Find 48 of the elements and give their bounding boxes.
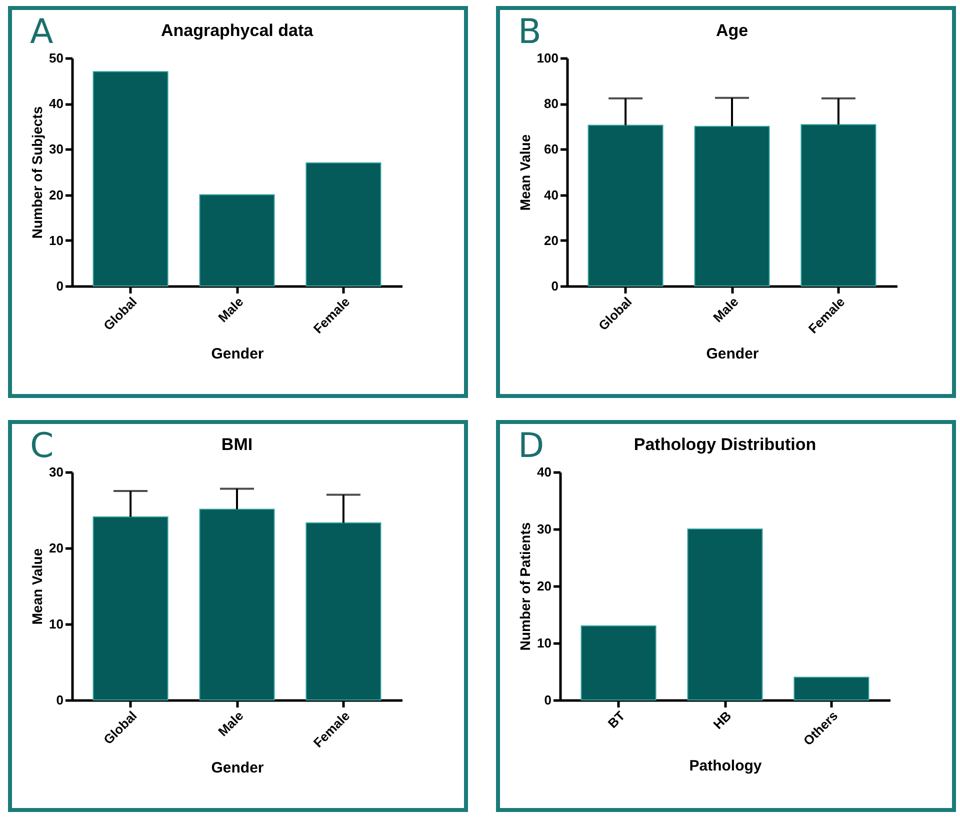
chart-title: Pathology Distribution bbox=[634, 435, 816, 454]
x-tick-label: HB bbox=[710, 708, 734, 732]
y-tick-label: 0 bbox=[56, 692, 64, 708]
y-tick-label: 30 bbox=[537, 522, 552, 536]
y-tick-label: 0 bbox=[56, 278, 64, 294]
text: D bbox=[518, 426, 544, 466]
x-tick-label: BT bbox=[604, 708, 628, 731]
bar bbox=[199, 194, 275, 286]
y-tick-label: 10 bbox=[537, 636, 552, 650]
y-tick-label: 0 bbox=[544, 692, 552, 708]
y-tick-label: 30 bbox=[49, 142, 64, 157]
bar bbox=[306, 522, 382, 700]
bar bbox=[92, 516, 168, 700]
bar bbox=[580, 625, 656, 700]
text: A bbox=[30, 12, 54, 52]
y-tick-label: 40 bbox=[49, 96, 64, 112]
y-axis-title: Number of Subjects bbox=[29, 106, 46, 239]
y-tick-label: 60 bbox=[544, 142, 558, 157]
x-axis-title: Gender bbox=[706, 345, 759, 362]
y-axis-title: Mean Value bbox=[516, 134, 533, 211]
y-tick-label: 20 bbox=[49, 540, 64, 556]
bar bbox=[92, 71, 168, 286]
y-axis-title: Mean Value bbox=[29, 548, 46, 625]
y-tick-label: 20 bbox=[49, 187, 64, 202]
y-tick-label: 20 bbox=[544, 232, 558, 248]
bar bbox=[199, 508, 275, 700]
chart-title: BMI bbox=[221, 435, 253, 454]
y-tick-label: 40 bbox=[537, 464, 552, 480]
bar bbox=[794, 676, 870, 700]
y-tick-label: 50 bbox=[49, 50, 64, 66]
text: C bbox=[30, 426, 54, 466]
x-axis-title: Gender bbox=[211, 345, 264, 362]
chart-title: Anagraphycal data bbox=[160, 21, 314, 40]
y-tick-label: 80 bbox=[544, 96, 558, 112]
chart-title: Age bbox=[716, 21, 748, 40]
x-axis-title: Pathology bbox=[689, 757, 762, 774]
bar bbox=[687, 528, 763, 700]
y-tick-label: 30 bbox=[49, 464, 64, 480]
y-tick-label: 20 bbox=[537, 578, 552, 594]
bar bbox=[306, 162, 382, 286]
y-tick-label: 10 bbox=[49, 232, 64, 248]
y-axis-title: Number of Patients bbox=[517, 522, 534, 651]
y-tick-label: 0 bbox=[551, 278, 558, 294]
y-tick-label: 100 bbox=[536, 50, 558, 66]
x-axis-title: Gender bbox=[211, 759, 264, 776]
text: B bbox=[518, 12, 542, 52]
y-tick-label: 10 bbox=[49, 616, 64, 632]
y-tick-label: 40 bbox=[544, 187, 558, 202]
